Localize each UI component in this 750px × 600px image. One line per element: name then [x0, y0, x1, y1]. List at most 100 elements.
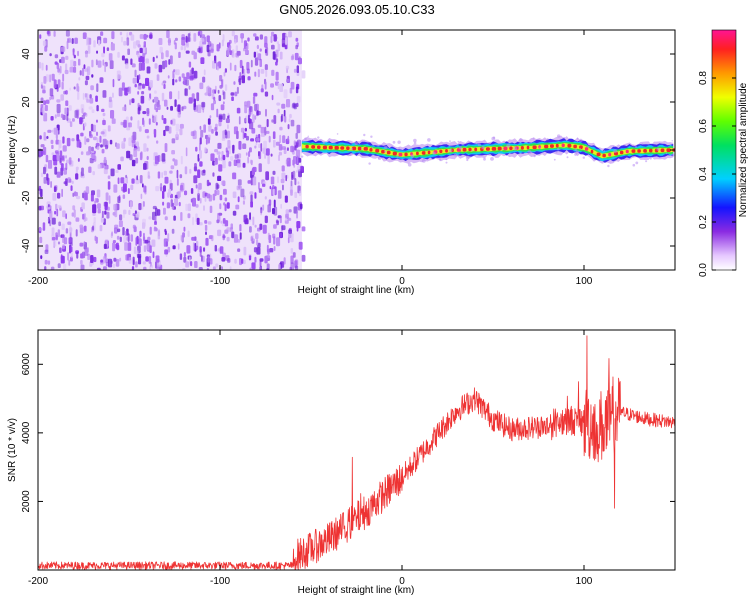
noise-speckle — [218, 164, 223, 172]
noise-speckle — [86, 151, 90, 156]
noise-speckle — [278, 151, 282, 156]
noise-speckle — [239, 232, 242, 240]
noise-speckle — [288, 209, 292, 213]
snr-y-tick-label: 6000 — [21, 353, 32, 376]
signal-speck — [413, 141, 417, 145]
noise-speckle — [249, 147, 252, 153]
noise-speckle — [103, 266, 107, 270]
noise-speckle — [281, 103, 286, 109]
noise-speckle — [256, 51, 259, 58]
signal-speck — [555, 151, 558, 154]
noise-speckle — [236, 86, 239, 94]
noise-speckle — [54, 166, 58, 175]
noise-speckle — [175, 79, 178, 83]
noise-speckle — [76, 251, 79, 259]
signal-core-mark — [497, 146, 502, 151]
noise-speckle — [185, 50, 190, 54]
noise-speckle — [247, 180, 252, 184]
noise-speckle — [136, 175, 138, 181]
noise-speckle — [46, 173, 49, 181]
noise-speckle — [288, 229, 292, 234]
noise-speckle — [294, 191, 298, 198]
noise-speckle — [66, 40, 69, 50]
signal-speck — [587, 145, 590, 149]
noise-speckle — [215, 85, 217, 92]
noise-speckle — [51, 236, 56, 241]
signal-speck — [363, 133, 366, 137]
noise-speckle — [134, 210, 137, 214]
noise-speckle — [296, 221, 301, 229]
signal-core-mark — [509, 146, 513, 150]
noise-speckle — [40, 188, 43, 197]
noise-speckle — [80, 259, 83, 265]
noise-speckle — [170, 119, 173, 125]
noise-speckle — [149, 80, 153, 88]
noise-speckle — [102, 59, 105, 66]
noise-speckle — [142, 120, 145, 127]
noise-speckle — [252, 166, 257, 173]
noise-speckle — [255, 138, 260, 142]
noise-speckle — [221, 39, 224, 47]
noise-speckle — [259, 260, 262, 267]
noise-speckle — [186, 72, 190, 80]
noise-speckle — [60, 113, 64, 118]
noise-speckle — [142, 261, 146, 265]
colorbar-gradient — [712, 30, 736, 270]
noise-speckle — [80, 253, 84, 259]
noise-speckle — [40, 84, 43, 89]
noise-speckle — [116, 235, 120, 240]
noise-speckle — [59, 65, 62, 74]
noise-speckle — [44, 104, 48, 112]
noise-speckle — [230, 92, 235, 96]
noise-speckle — [140, 95, 145, 104]
noise-speckle — [235, 204, 240, 210]
noise-speckle — [97, 203, 101, 209]
noise-speckle — [70, 252, 73, 259]
noise-speckle — [164, 143, 168, 152]
noise-speckle — [88, 106, 93, 110]
noise-speckle — [179, 253, 183, 260]
noise-speckle — [158, 64, 163, 73]
noise-speckle — [286, 137, 289, 141]
noise-speckle — [264, 48, 267, 54]
noise-speckle — [64, 69, 69, 75]
noise-speckle — [238, 116, 241, 125]
noise-speckle — [280, 203, 282, 209]
noise-speckle — [232, 144, 235, 154]
noise-speckle — [197, 31, 200, 37]
noise-speckle — [233, 81, 236, 85]
noise-speckle — [49, 219, 52, 227]
noise-speckle — [272, 188, 276, 195]
noise-speckle — [67, 221, 72, 225]
colorbar-tick-label: 0.6 — [698, 119, 709, 133]
noise-speckle — [187, 203, 191, 211]
noise-speckle — [278, 264, 281, 270]
noise-speckle — [79, 70, 82, 76]
signal-speck — [396, 155, 399, 158]
signal-core-mark — [340, 146, 345, 150]
noise-speckle — [208, 125, 212, 132]
noise-speckle — [232, 49, 235, 54]
noise-speckle — [205, 138, 208, 145]
noise-speckle — [165, 125, 170, 132]
noise-speckle — [124, 87, 128, 96]
noise-speckle — [192, 242, 195, 251]
noise-speckle — [161, 153, 166, 162]
noise-speckle — [249, 226, 252, 233]
noise-speckle — [266, 118, 269, 128]
noise-speckle — [85, 247, 89, 253]
noise-speckle — [239, 59, 243, 69]
signal-speck — [439, 159, 441, 162]
spectrogram-x-tick-label: -100 — [210, 276, 230, 287]
noise-speckle — [119, 236, 122, 243]
noise-speckle — [91, 59, 94, 68]
signal-speck — [513, 146, 517, 151]
noise-speckle — [301, 226, 306, 232]
noise-speckle — [247, 156, 249, 164]
noise-speckle — [271, 69, 275, 76]
noise-speckle — [252, 216, 255, 226]
noise-speckle — [138, 238, 142, 247]
signal-speck — [466, 158, 469, 162]
noise-speckle — [276, 102, 281, 106]
noise-speckle — [295, 37, 299, 42]
